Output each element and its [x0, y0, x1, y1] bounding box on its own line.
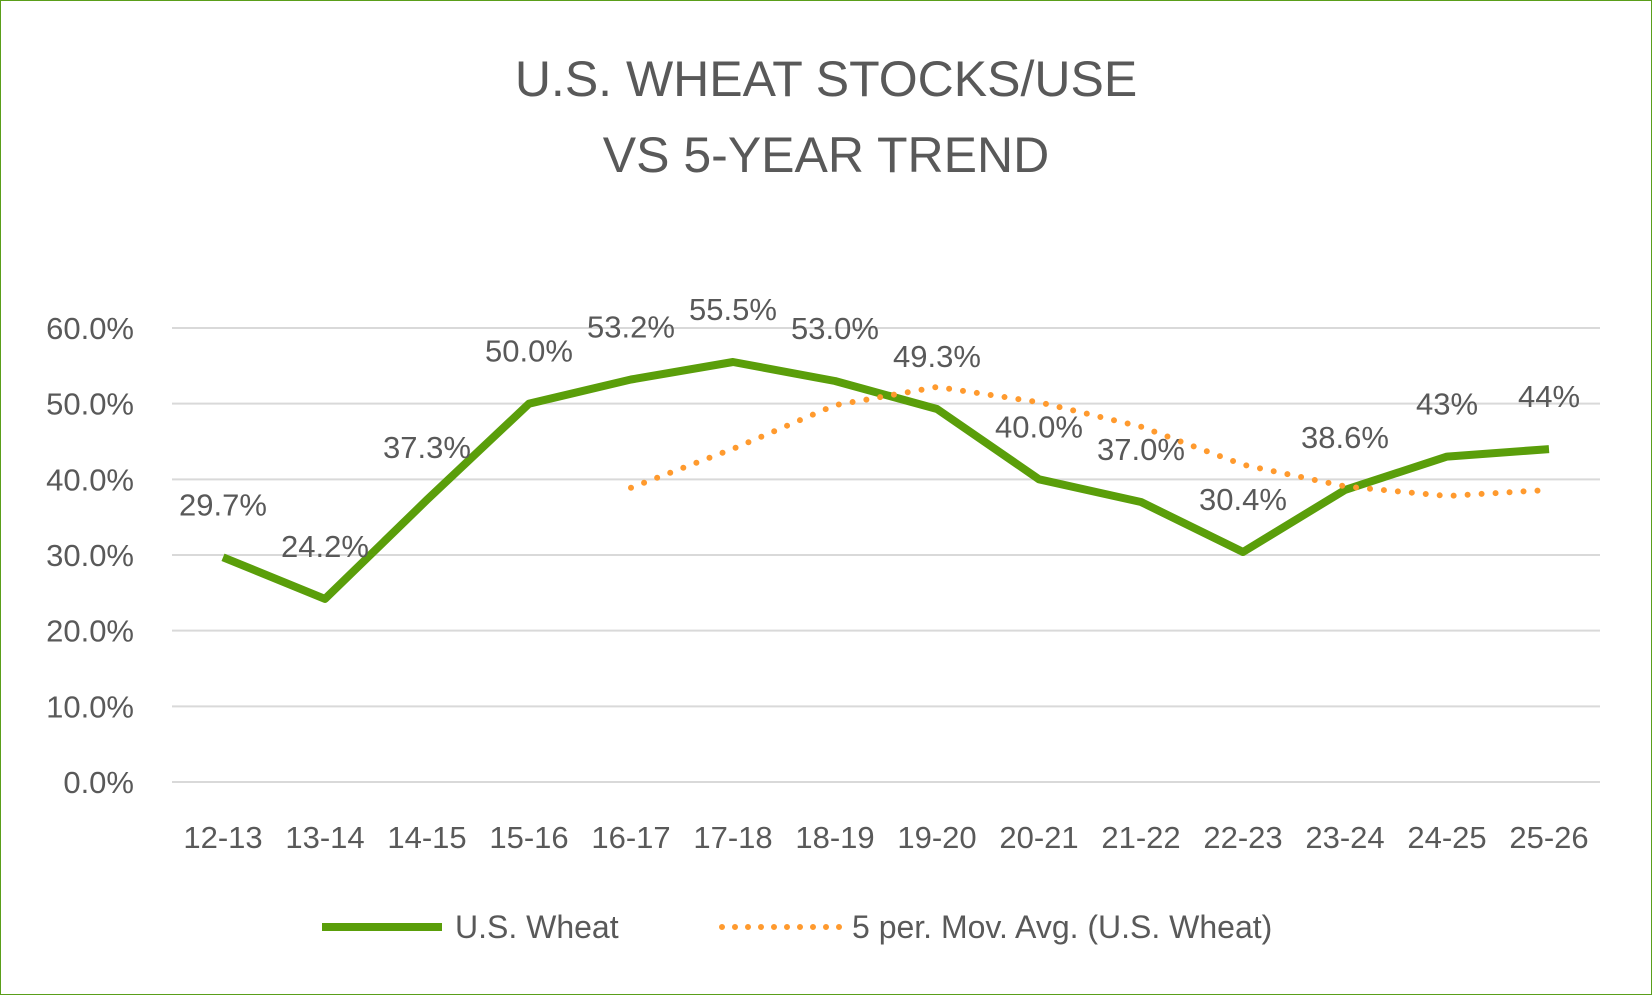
data-label: 49.3%	[893, 339, 981, 374]
data-label: 37.3%	[383, 430, 471, 465]
data-label: 40.0%	[995, 409, 1083, 444]
x-tick-label: 21-22	[1101, 820, 1180, 855]
data-label: 30.4%	[1199, 482, 1287, 517]
x-tick-label: 17-18	[693, 820, 772, 855]
x-tick-label: 15-16	[489, 820, 568, 855]
legend-label-moving-average: 5 per. Mov. Avg. (U.S. Wheat)	[852, 909, 1272, 945]
x-tick-label: 24-25	[1407, 820, 1486, 855]
data-label: 53.0%	[791, 311, 879, 346]
y-tick-label: 60.0%	[46, 311, 134, 346]
data-label: 24.2%	[281, 529, 369, 564]
y-tick-label: 40.0%	[46, 462, 134, 497]
y-tick-label: 30.0%	[46, 538, 134, 573]
y-tick-label: 10.0%	[46, 689, 134, 724]
x-tick-label: 22-23	[1203, 820, 1282, 855]
data-label: 55.5%	[689, 292, 777, 327]
data-label: 44%	[1518, 379, 1580, 414]
data-label: 38.6%	[1301, 420, 1389, 455]
legend: U.S. Wheat 5 per. Mov. Avg. (U.S. Wheat)	[322, 909, 1272, 945]
x-tick-label: 25-26	[1509, 820, 1588, 855]
y-tick-label: 20.0%	[46, 614, 134, 649]
series-line-moving-average	[628, 383, 1552, 500]
x-tick-label: 14-15	[387, 820, 466, 855]
x-tick-label: 20-21	[999, 820, 1078, 855]
y-tick-label: 50.0%	[46, 387, 134, 422]
chart-title-line-1: U.S. WHEAT STOCKS/USE	[515, 51, 1137, 107]
y-tick-label: 0.0%	[63, 765, 134, 800]
x-tick-label: 19-20	[897, 820, 976, 855]
chart-title-line-2: VS 5-YEAR TREND	[603, 127, 1049, 183]
x-tick-label: 13-14	[285, 820, 364, 855]
legend-label-us-wheat: U.S. Wheat	[455, 909, 619, 945]
x-tick-label: 23-24	[1305, 820, 1384, 855]
series-line-us-wheat	[221, 358, 1550, 603]
x-tick-label: 12-13	[183, 820, 262, 855]
data-label: 53.2%	[587, 309, 675, 344]
data-label: 50.0%	[485, 334, 573, 369]
data-label: 29.7%	[179, 487, 267, 522]
data-label: 43%	[1416, 387, 1478, 422]
data-label: 37.0%	[1097, 432, 1185, 467]
x-tick-label: 16-17	[591, 820, 670, 855]
x-tick-label: 18-19	[795, 820, 874, 855]
